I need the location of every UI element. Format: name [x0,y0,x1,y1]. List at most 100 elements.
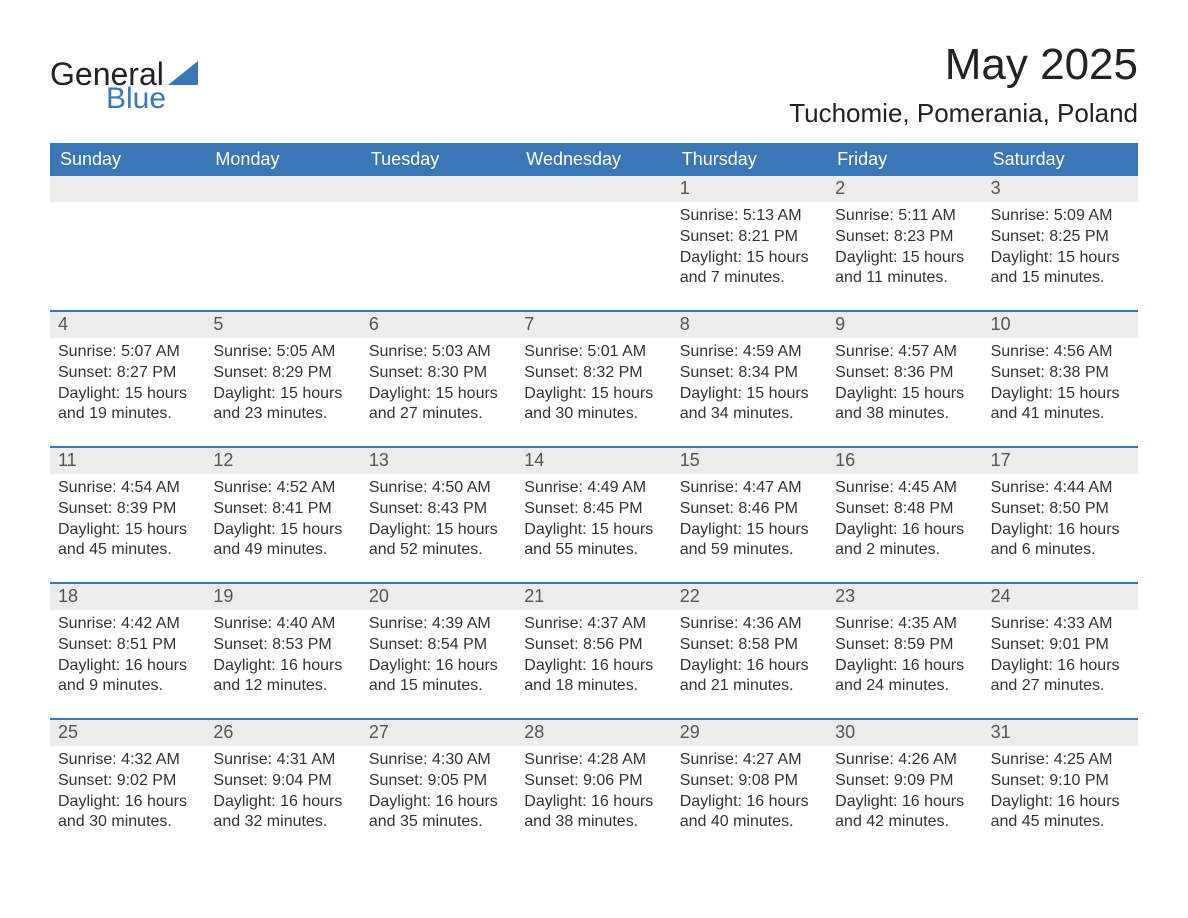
day-d2-text: and 21 minutes. [680,676,819,697]
day-d2-text: and 38 minutes. [524,812,663,833]
day-number: 13 [361,448,516,474]
day-d1-text: Daylight: 15 hours [58,520,197,541]
day-sr-text: Sunrise: 4:57 AM [835,342,974,363]
day-sr-text: Sunrise: 5:09 AM [991,206,1130,227]
day-ss-text: Sunset: 8:23 PM [835,227,974,248]
day-d2-text: and 45 minutes. [58,540,197,561]
day-cell: Sunrise: 4:30 AMSunset: 9:05 PMDaylight:… [361,746,516,842]
day-d1-text: Daylight: 15 hours [835,248,974,269]
day-ss-text: Sunset: 8:58 PM [680,635,819,656]
day-d2-text: and 18 minutes. [524,676,663,697]
day-number: 17 [983,448,1138,474]
day-number: 7 [516,312,671,338]
logo-triangle-icon [168,58,198,90]
day-ss-text: Sunset: 8:46 PM [680,499,819,520]
day-sr-text: Sunrise: 4:59 AM [680,342,819,363]
day-d1-text: Daylight: 16 hours [835,792,974,813]
day-sr-text: Sunrise: 4:25 AM [991,750,1130,771]
day-number: 23 [827,584,982,610]
day-d1-text: Daylight: 16 hours [835,656,974,677]
day-cell: Sunrise: 4:54 AMSunset: 8:39 PMDaylight:… [50,474,205,570]
day-d2-text: and 15 minutes. [991,268,1130,289]
day-sr-text: Sunrise: 4:56 AM [991,342,1130,363]
day-d1-text: Daylight: 15 hours [524,384,663,405]
day-ss-text: Sunset: 8:21 PM [680,227,819,248]
day-ss-text: Sunset: 9:02 PM [58,771,197,792]
day-d1-text: Daylight: 15 hours [835,384,974,405]
day-ss-text: Sunset: 8:30 PM [369,363,508,384]
day-number: 22 [672,584,827,610]
day-cell: Sunrise: 4:26 AMSunset: 9:09 PMDaylight:… [827,746,982,842]
day-d1-text: Daylight: 16 hours [991,792,1130,813]
week-number-strip: 18192021222324 [50,584,1138,610]
dow-saturday: Saturday [983,143,1138,176]
day-ss-text: Sunset: 8:36 PM [835,363,974,384]
day-d2-text: and 19 minutes. [58,404,197,425]
day-number: 27 [361,720,516,746]
day-sr-text: Sunrise: 4:39 AM [369,614,508,635]
day-d1-text: Daylight: 16 hours [991,520,1130,541]
day-ss-text: Sunset: 9:04 PM [213,771,352,792]
day-ss-text: Sunset: 9:05 PM [369,771,508,792]
day-d1-text: Daylight: 16 hours [58,792,197,813]
day-d2-text: and 23 minutes. [213,404,352,425]
day-cell: Sunrise: 4:47 AMSunset: 8:46 PMDaylight:… [672,474,827,570]
day-ss-text: Sunset: 8:27 PM [58,363,197,384]
day-ss-text: Sunset: 9:06 PM [524,771,663,792]
day-sr-text: Sunrise: 4:50 AM [369,478,508,499]
day-number: 3 [983,176,1138,202]
day-number: 26 [205,720,360,746]
day-number: 20 [361,584,516,610]
day-ss-text: Sunset: 9:01 PM [991,635,1130,656]
dow-monday: Monday [205,143,360,176]
day-d2-text: and 11 minutes. [835,268,974,289]
day-ss-text: Sunset: 8:43 PM [369,499,508,520]
day-sr-text: Sunrise: 4:28 AM [524,750,663,771]
day-sr-text: Sunrise: 4:31 AM [213,750,352,771]
day-d2-text: and 30 minutes. [524,404,663,425]
day-number: 31 [983,720,1138,746]
page-title-location: Tuchomie, Pomerania, Poland [789,98,1138,129]
day-cell: Sunrise: 4:28 AMSunset: 9:06 PMDaylight:… [516,746,671,842]
day-number: 6 [361,312,516,338]
dow-sunday: Sunday [50,143,205,176]
day-d2-text: and 24 minutes. [835,676,974,697]
day-cell: Sunrise: 5:11 AMSunset: 8:23 PMDaylight:… [827,202,982,298]
day-cell [50,202,205,298]
day-number: 1 [672,176,827,202]
week-number-strip: 25262728293031 [50,720,1138,746]
day-ss-text: Sunset: 8:59 PM [835,635,974,656]
day-cell: Sunrise: 4:33 AMSunset: 9:01 PMDaylight:… [983,610,1138,706]
brand-logo: General Blue [50,40,198,114]
day-cell: Sunrise: 4:57 AMSunset: 8:36 PMDaylight:… [827,338,982,434]
day-ss-text: Sunset: 8:34 PM [680,363,819,384]
day-cell: Sunrise: 4:40 AMSunset: 8:53 PMDaylight:… [205,610,360,706]
day-number: 18 [50,584,205,610]
day-d1-text: Daylight: 16 hours [680,656,819,677]
day-sr-text: Sunrise: 4:27 AM [680,750,819,771]
day-d1-text: Daylight: 15 hours [680,248,819,269]
day-sr-text: Sunrise: 4:47 AM [680,478,819,499]
day-cell: Sunrise: 4:59 AMSunset: 8:34 PMDaylight:… [672,338,827,434]
day-cell: Sunrise: 4:31 AMSunset: 9:04 PMDaylight:… [205,746,360,842]
day-d1-text: Daylight: 16 hours [524,656,663,677]
day-d2-text: and 30 minutes. [58,812,197,833]
day-d1-text: Daylight: 16 hours [369,656,508,677]
day-ss-text: Sunset: 8:32 PM [524,363,663,384]
week-body: Sunrise: 4:32 AMSunset: 9:02 PMDaylight:… [50,746,1138,842]
day-d1-text: Daylight: 15 hours [213,384,352,405]
day-cell: Sunrise: 5:09 AMSunset: 8:25 PMDaylight:… [983,202,1138,298]
day-number: 9 [827,312,982,338]
day-d2-text: and 59 minutes. [680,540,819,561]
day-d2-text: and 45 minutes. [991,812,1130,833]
week-body: Sunrise: 5:07 AMSunset: 8:27 PMDaylight:… [50,338,1138,434]
day-d2-text: and 6 minutes. [991,540,1130,561]
dow-wednesday: Wednesday [516,143,671,176]
day-d2-text: and 38 minutes. [835,404,974,425]
day-d1-text: Daylight: 16 hours [213,792,352,813]
day-cell: Sunrise: 4:36 AMSunset: 8:58 PMDaylight:… [672,610,827,706]
day-sr-text: Sunrise: 4:52 AM [213,478,352,499]
day-number: 14 [516,448,671,474]
day-sr-text: Sunrise: 4:45 AM [835,478,974,499]
day-d2-text: and 27 minutes. [991,676,1130,697]
